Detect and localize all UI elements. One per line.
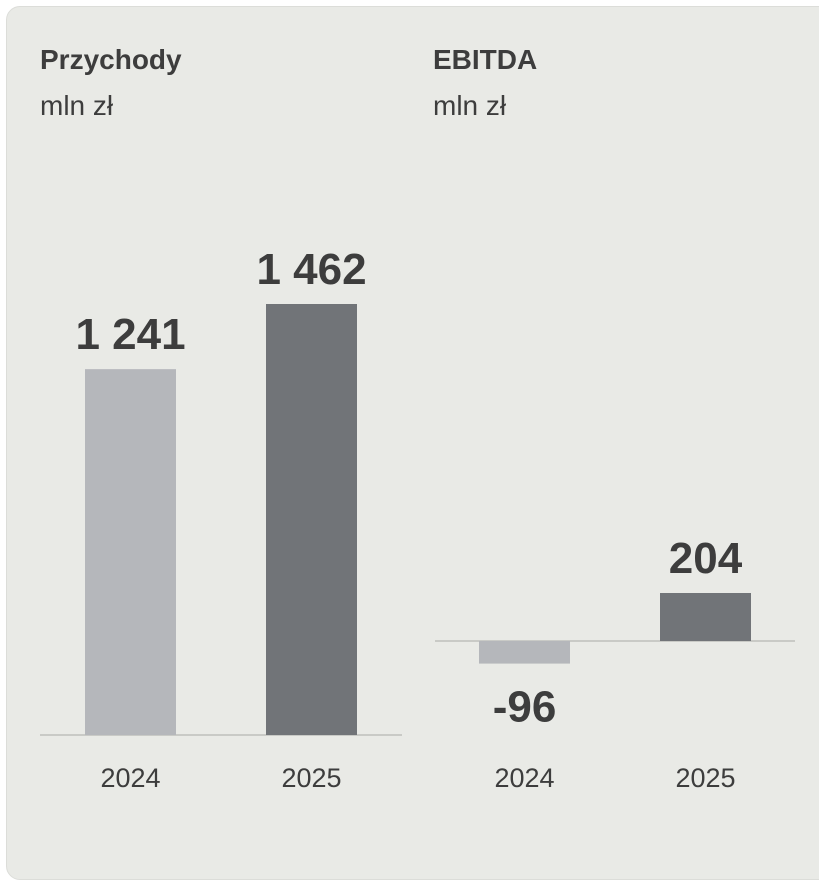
revenue-value-label-2024: 1 241 [75,310,185,359]
revenue-value-label-2025: 1 462 [256,245,366,294]
revenue-title: Przychody [40,44,182,75]
ebitda-category-label-2025: 2025 [675,763,735,793]
ebitda-value-label-2024: -96 [493,683,557,732]
ebitda-value-label-2025: 204 [669,534,743,583]
ebitda-bar-2025 [660,593,751,641]
ebitda-unit: mln zł [433,90,507,121]
revenue-category-label-2024: 2024 [100,763,160,793]
revenue-bar-2024 [85,369,176,735]
revenue-unit: mln zł [40,90,114,121]
ebitda-bar-2024 [479,641,570,664]
revenue-category-label-2025: 2025 [281,763,341,793]
revenue-bar-2025 [266,304,357,735]
ebitda-category-label-2024: 2024 [494,763,554,793]
ebitda-title: EBITDA [433,44,538,75]
